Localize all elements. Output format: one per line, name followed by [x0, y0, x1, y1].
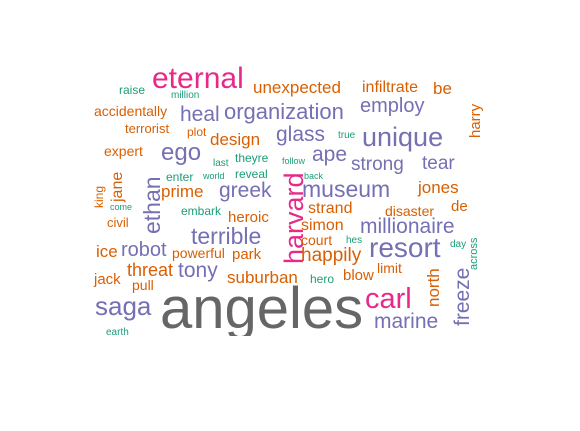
word-organization: organization — [224, 99, 344, 124]
word-reveal: reveal — [235, 167, 268, 181]
word-ape: ape — [312, 143, 348, 166]
word-court: court — [301, 232, 333, 248]
word-design: design — [210, 130, 261, 149]
word-freeze: freeze — [451, 267, 474, 326]
word-come: come — [110, 202, 133, 212]
word-embark: embark — [181, 204, 222, 218]
word-earth: earth — [106, 327, 129, 337]
word-limit: limit — [377, 260, 402, 276]
word-pull: pull — [132, 277, 154, 293]
word-enter: enter — [166, 170, 194, 184]
word-resort: resort — [369, 232, 441, 263]
word-saga: saga — [95, 291, 152, 321]
word-be: be — [433, 79, 452, 98]
word-threat: threat — [127, 260, 174, 280]
word-hes: hes — [346, 235, 363, 246]
word-harry: harry — [467, 103, 484, 138]
word-blow: blow — [343, 267, 374, 284]
word-across: across — [468, 237, 480, 270]
word-terrible: terrible — [191, 223, 262, 249]
word-raise: raise — [119, 83, 146, 97]
word-glass: glass — [276, 123, 326, 146]
word-simon: simon — [301, 217, 344, 234]
word-museum: museum — [302, 176, 391, 202]
word-powerful: powerful — [172, 245, 225, 261]
word-marine: marine — [374, 310, 439, 333]
word-millionaire: millionaire — [360, 215, 455, 238]
word-back: back — [304, 171, 324, 181]
word-happily: happily — [301, 245, 362, 266]
word-suburban: suburban — [227, 268, 298, 287]
word-ice: ice — [96, 242, 118, 261]
word-eternal: eternal — [152, 62, 244, 95]
word-unique: unique — [362, 122, 444, 152]
word-infiltrate: infiltrate — [362, 79, 419, 96]
word-de: de — [451, 198, 468, 215]
word-heroic: heroic — [228, 209, 269, 226]
word-prime: prime — [161, 182, 204, 201]
word-angeles: angeles — [160, 276, 364, 337]
word-accidentally: accidentally — [94, 103, 168, 119]
word-plot: plot — [187, 125, 207, 139]
word-cloud: eternal unexpected infiltrate be raise m… — [92, 62, 484, 337]
word-true: true — [338, 130, 356, 141]
word-hero: hero — [310, 272, 335, 286]
word-theyre: theyre — [235, 151, 269, 165]
word-employ: employ — [360, 95, 425, 117]
word-disaster: disaster — [385, 203, 435, 219]
word-day: day — [450, 239, 467, 250]
word-heal: heal — [180, 103, 220, 126]
word-jack: jack — [94, 271, 121, 288]
word-jones: jones — [418, 178, 459, 197]
word-north: north — [424, 268, 443, 307]
word-civil: civil — [107, 215, 129, 230]
word-tony: tony — [178, 259, 218, 282]
word-strong: strong — [351, 154, 404, 175]
word-last: last — [213, 158, 229, 169]
word-terrorist: terrorist — [125, 121, 170, 136]
word-strand: strand — [308, 200, 353, 217]
word-expert: expert — [104, 143, 143, 159]
word-park: park — [232, 246, 262, 263]
word-robot: robot — [121, 239, 167, 261]
word-jane: jane — [109, 171, 126, 202]
word-world: world — [203, 171, 225, 181]
word-ego: ego — [161, 139, 202, 166]
word-million: million — [171, 90, 200, 101]
word-tear: tear — [422, 153, 455, 174]
word-king: king — [92, 185, 106, 208]
word-carl: carl — [365, 283, 412, 315]
word-unexpected: unexpected — [253, 78, 341, 97]
word-greek: greek — [219, 179, 272, 202]
word-follow: follow — [282, 156, 306, 166]
